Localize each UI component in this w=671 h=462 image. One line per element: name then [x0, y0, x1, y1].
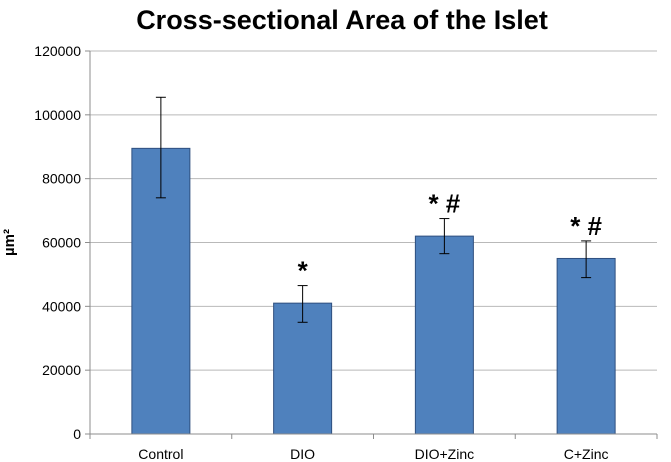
x-tick-label: DIO: [290, 446, 315, 462]
significance-annotations: * * # * #: [298, 189, 603, 286]
significance-marker: * #: [570, 211, 602, 241]
significance-marker: * #: [428, 189, 460, 219]
y-tick-label: 0: [73, 426, 81, 442]
x-tick-label: DIO+Zinc: [415, 446, 475, 462]
bar: [414, 235, 474, 435]
bars: [131, 147, 616, 435]
y-axis-label: µm²: [1, 229, 18, 256]
y-axis-ticks: 0 20000 40000 60000 80000 100000 120000: [34, 43, 90, 442]
significance-marker: *: [298, 256, 309, 286]
y-tick-label: 120000: [34, 43, 81, 59]
error-bars: [155, 96, 592, 323]
y-tick-label: 100000: [34, 107, 81, 123]
y-tick-label: 60000: [42, 235, 81, 251]
chart-title: Cross-sectional Area of the Islet: [136, 5, 548, 35]
y-tick-label: 80000: [42, 171, 81, 187]
x-tick-label: Control: [138, 446, 183, 462]
x-tick-label: C+Zinc: [564, 446, 609, 462]
y-tick-label: 20000: [42, 362, 81, 378]
y-tick-label: 40000: [42, 298, 81, 314]
x-axis-ticks: Control DIO DIO+Zinc C+Zinc: [89, 434, 658, 462]
bar: [556, 257, 616, 435]
bar: [273, 302, 333, 435]
